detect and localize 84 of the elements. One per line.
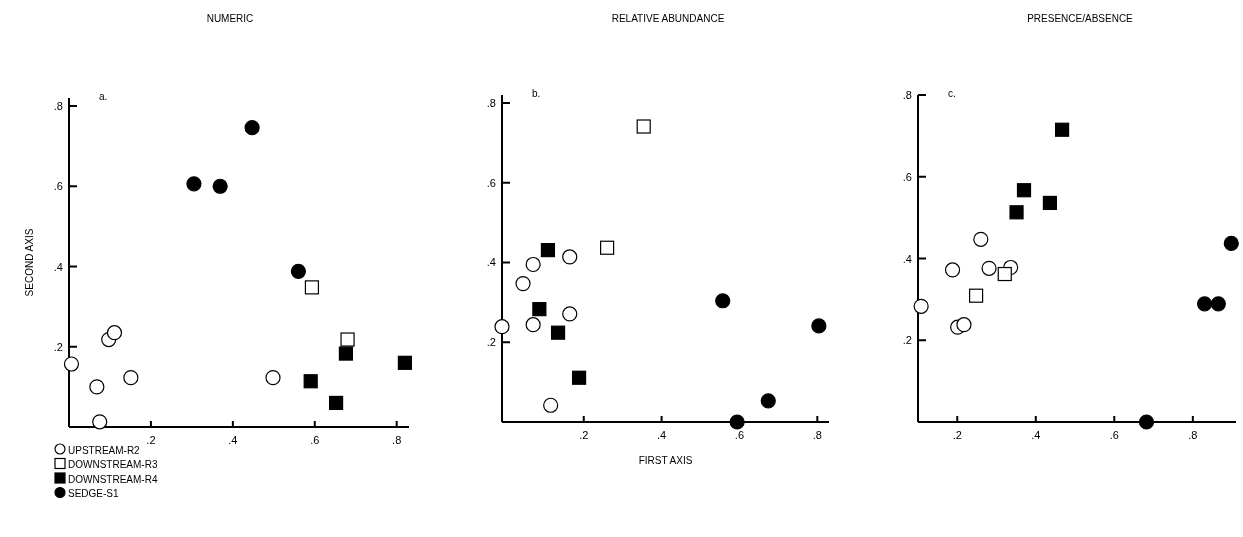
point — [636, 119, 651, 134]
point — [338, 346, 354, 361]
y-tick-label: .4 — [486, 256, 496, 269]
x-tick-label: .8 — [392, 434, 402, 446]
point — [1138, 414, 1155, 430]
x-tick-label: .2 — [579, 429, 589, 441]
point — [397, 355, 412, 370]
y-tick-label: .4 — [53, 260, 63, 273]
point — [1223, 235, 1239, 251]
x-tick-label: .4 — [657, 429, 667, 441]
point — [571, 370, 587, 385]
y-axis-title: SECOND AXIS — [24, 228, 35, 297]
point — [290, 263, 306, 279]
point — [997, 266, 1012, 282]
point — [328, 395, 344, 411]
point — [981, 260, 997, 276]
x-tick-label: .6 — [1109, 429, 1119, 441]
chart-title: PRESENCE/ABSENCE — [1027, 13, 1134, 24]
y-tick-label: .2 — [53, 340, 63, 353]
y-tick-label: .6 — [486, 176, 496, 189]
x-tick-label: .6 — [310, 434, 320, 446]
y-tick-label: .4 — [902, 252, 912, 265]
point — [244, 120, 260, 136]
x-tick-label: .4 — [228, 434, 238, 446]
point — [540, 243, 556, 258]
point — [63, 356, 80, 372]
chart-title: NUMERIC — [206, 13, 254, 24]
point — [92, 414, 108, 430]
point — [729, 414, 745, 430]
annotation: b. — [532, 88, 541, 99]
x-tick-label: .2 — [952, 429, 962, 441]
point — [550, 325, 566, 340]
point — [913, 298, 929, 314]
point — [1042, 195, 1058, 211]
point — [811, 318, 827, 334]
x-tick-label: .4 — [1031, 429, 1041, 441]
point — [212, 178, 228, 194]
point — [494, 319, 510, 335]
legend-label: DOWNSTREAM-R3 — [68, 459, 158, 470]
point — [303, 374, 318, 389]
legend-label: DOWNSTREAM-R4 — [68, 473, 158, 485]
y-tick-label: .6 — [902, 170, 912, 183]
point — [186, 176, 202, 192]
y-tick-label: .8 — [486, 96, 496, 109]
x-tick-label: .2 — [146, 434, 156, 446]
point — [340, 332, 355, 347]
x-axis-title: FIRST AXIS — [638, 455, 693, 466]
point — [969, 288, 984, 303]
point — [944, 262, 961, 278]
point — [973, 231, 989, 247]
point — [265, 370, 281, 386]
y-tick-label: .6 — [53, 180, 63, 193]
point — [562, 306, 578, 322]
point — [543, 397, 559, 413]
legend-label: SEDGE-S1 — [68, 488, 120, 499]
point — [1054, 122, 1070, 137]
y-tick-label: .2 — [902, 334, 912, 347]
point — [715, 293, 731, 309]
point — [123, 370, 139, 386]
point — [106, 325, 123, 341]
annotation: a. — [99, 91, 108, 102]
y-tick-label: .8 — [902, 89, 912, 101]
annotation: c. — [948, 88, 956, 99]
x-tick-label: .6 — [734, 429, 745, 441]
x-tick-label: .8 — [1188, 429, 1198, 441]
point — [532, 302, 547, 317]
y-tick-label: .8 — [53, 100, 63, 113]
point — [760, 393, 776, 409]
chart-title: RELATIVE ABUNDANCE — [611, 13, 725, 24]
point — [1009, 205, 1024, 220]
point — [1210, 296, 1226, 312]
point — [562, 249, 578, 265]
point — [89, 379, 105, 395]
point — [600, 240, 615, 255]
point — [525, 256, 541, 273]
point — [1196, 296, 1213, 312]
y-tick-label: .2 — [486, 336, 496, 349]
point — [304, 280, 320, 295]
point — [956, 317, 972, 333]
point — [1016, 183, 1032, 198]
point — [525, 317, 541, 333]
legend-label: UPSTREAM-R2 — [68, 444, 141, 456]
x-tick-label: .8 — [812, 429, 822, 441]
point — [515, 276, 531, 292]
